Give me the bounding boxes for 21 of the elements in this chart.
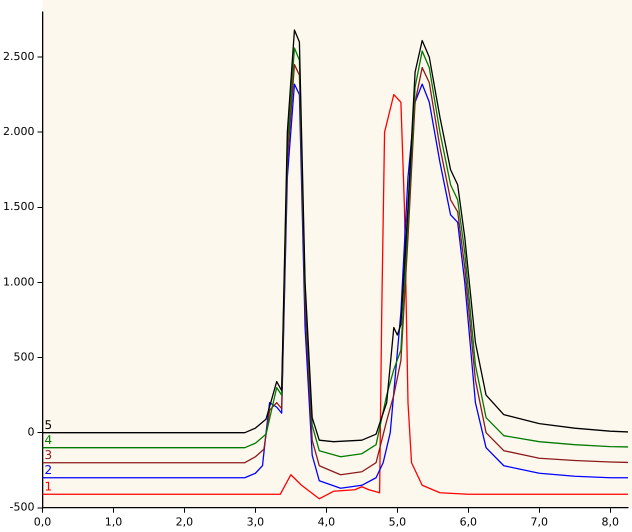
x-tick-label: 2,0 bbox=[176, 515, 194, 528]
x-tick-label: 1,0 bbox=[104, 515, 122, 528]
x-tick-label: 4,0 bbox=[318, 515, 336, 528]
series-label: 5 bbox=[44, 418, 52, 432]
y-tick-label: 2.000 bbox=[2, 125, 34, 138]
x-tick-label: 5,0 bbox=[388, 515, 406, 528]
y-tick-label: 2.500 bbox=[2, 50, 34, 63]
x-tick-label: 8,0 bbox=[602, 515, 620, 528]
y-tick-label: 0 bbox=[27, 426, 34, 439]
y-tick-label: 1.000 bbox=[2, 275, 34, 288]
y-tick-label: 500 bbox=[13, 350, 34, 364]
y-tick-label: 1.500 bbox=[2, 200, 34, 214]
series-label: 4 bbox=[44, 432, 52, 447]
series-label: 3 bbox=[44, 448, 52, 462]
series-label: 2 bbox=[44, 462, 52, 477]
series-label: 1 bbox=[44, 479, 52, 494]
x-tick-label: 7,0 bbox=[530, 515, 548, 528]
x-tick-label: 0,0 bbox=[34, 515, 52, 528]
y-tick-label: -500 bbox=[10, 500, 34, 514]
x-tick-label: 6,0 bbox=[460, 515, 478, 528]
x-tick-label: 3,0 bbox=[246, 515, 264, 528]
